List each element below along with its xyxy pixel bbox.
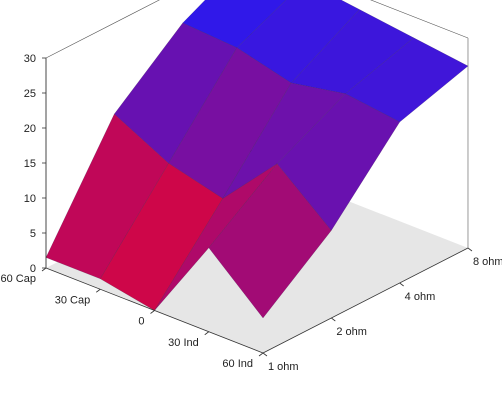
reactance-tick-label: 0: [138, 316, 144, 328]
z-tick-label: 5: [30, 228, 36, 240]
reactance-tick-mark: [204, 331, 209, 336]
z-tick-label: 10: [24, 193, 36, 205]
surface-facet: [208, 163, 332, 319]
box-edge: [45, 0, 160, 59]
reactance-tick-mark: [96, 288, 101, 293]
surface-facet: [276, 93, 401, 231]
resistance-tick-mark: [467, 247, 473, 252]
surface-facet: [344, 37, 469, 123]
resistance-axis-line: [262, 247, 469, 354]
reactance-tick-label: 30 Ind: [168, 337, 199, 349]
surface: [45, 0, 469, 319]
resistance-tick-label: 4 ohm: [405, 291, 436, 303]
resistance-tick-label: 8 ohm: [473, 256, 502, 268]
z-tick-label: 20: [24, 123, 36, 135]
reactance-tick-label: 60 Ind: [222, 358, 253, 370]
resistance-tick-mark: [331, 317, 336, 322]
box-edge: [370, 0, 469, 39]
tick-labels: 60 Cap 30 Cap 0 30 Ind 60 Ind 1 ohm 2 ohm 4 ohm…: [1, 53, 502, 373]
resistance-tick-mark: [399, 282, 404, 287]
resistance-tick-label: 1 ohm: [268, 361, 299, 373]
resistance-tick-label: 2 ohm: [336, 326, 367, 338]
resistance-tick-mark: [262, 352, 268, 357]
z-tick-label: 25: [24, 88, 36, 100]
reactance-tick-label: 60 Cap: [1, 273, 36, 285]
reactance-tick-mark: [258, 352, 264, 357]
reactance-tick-mark: [41, 267, 47, 272]
axes: [41, 57, 473, 357]
reactance-tick-mark: [150, 310, 155, 314]
z-tick-label: 30: [24, 53, 36, 65]
z-tick-label: 0: [30, 263, 36, 275]
reactance-tick-label: 30 Cap: [55, 294, 90, 306]
z-tick-label: 15: [24, 158, 36, 170]
